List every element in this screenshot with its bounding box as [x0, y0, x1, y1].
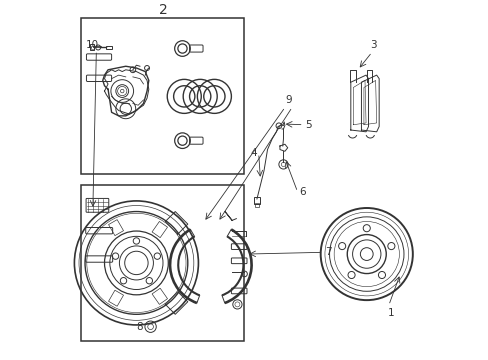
Text: 3: 3 [370, 40, 376, 50]
Text: 7: 7 [325, 247, 331, 257]
Bar [81, 185, 244, 341]
Text: 10: 10 [86, 40, 99, 50]
Text: 5: 5 [305, 120, 311, 130]
Bar [152, 221, 167, 238]
Bar [255, 203, 259, 207]
Text: 8: 8 [136, 322, 143, 332]
Bar [108, 290, 123, 306]
Bar [106, 46, 112, 49]
Text: 4: 4 [250, 148, 256, 158]
Bar [108, 220, 123, 236]
Text: 6: 6 [299, 187, 305, 197]
Text: 1: 1 [387, 307, 394, 318]
Text: 2: 2 [158, 3, 167, 17]
Bar [254, 197, 260, 204]
Bar [90, 46, 93, 49]
Bar [152, 288, 167, 305]
Bar [90, 44, 94, 50]
Bar [81, 18, 244, 174]
Text: 9: 9 [285, 95, 291, 105]
